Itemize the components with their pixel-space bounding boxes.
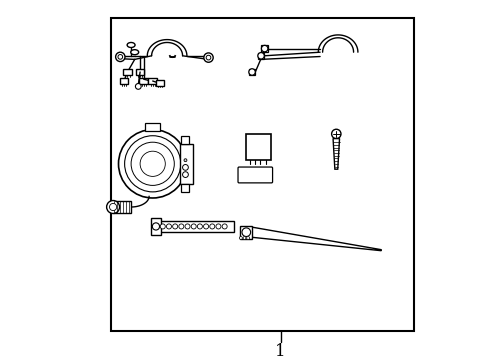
Circle shape (109, 203, 117, 211)
Bar (113, 201, 131, 213)
Circle shape (257, 53, 264, 59)
Bar (261, 45, 267, 52)
Circle shape (206, 55, 210, 60)
Circle shape (160, 224, 165, 229)
Circle shape (152, 223, 159, 230)
Circle shape (118, 130, 186, 198)
Bar (181, 136, 189, 144)
Circle shape (106, 201, 120, 213)
FancyBboxPatch shape (238, 167, 272, 183)
Circle shape (248, 69, 255, 75)
Bar (155, 80, 164, 86)
Bar (257, 53, 264, 59)
Circle shape (209, 224, 214, 229)
Circle shape (191, 224, 196, 229)
Circle shape (261, 45, 267, 52)
Circle shape (242, 228, 250, 237)
Circle shape (135, 84, 141, 89)
Circle shape (243, 237, 245, 239)
Circle shape (331, 129, 340, 139)
Circle shape (239, 237, 242, 239)
Circle shape (131, 142, 174, 185)
Ellipse shape (130, 50, 139, 55)
Circle shape (115, 52, 125, 62)
Circle shape (182, 172, 188, 177)
Bar (139, 78, 148, 84)
Polygon shape (250, 227, 381, 251)
Circle shape (124, 136, 181, 192)
Circle shape (172, 224, 177, 229)
Circle shape (203, 224, 208, 229)
Circle shape (179, 224, 183, 229)
Bar (111, 18, 413, 331)
Bar (248, 69, 255, 75)
Bar (246, 134, 270, 160)
Bar (160, 221, 233, 232)
Bar (181, 184, 189, 192)
Bar (148, 78, 157, 84)
Circle shape (203, 53, 213, 62)
Circle shape (140, 151, 165, 176)
Text: 1: 1 (275, 342, 285, 360)
Bar (240, 226, 252, 239)
Circle shape (166, 224, 171, 229)
Circle shape (118, 55, 122, 59)
Circle shape (216, 224, 221, 229)
Bar (179, 144, 193, 184)
Circle shape (183, 159, 186, 162)
Bar (136, 69, 144, 75)
Circle shape (222, 224, 227, 229)
Circle shape (246, 237, 249, 239)
Circle shape (182, 165, 188, 170)
Bar (151, 218, 160, 235)
Circle shape (184, 224, 190, 229)
Bar (120, 78, 128, 84)
Polygon shape (332, 139, 339, 169)
Ellipse shape (127, 42, 135, 48)
Bar (123, 69, 132, 75)
Bar (145, 123, 160, 131)
Circle shape (197, 224, 202, 229)
